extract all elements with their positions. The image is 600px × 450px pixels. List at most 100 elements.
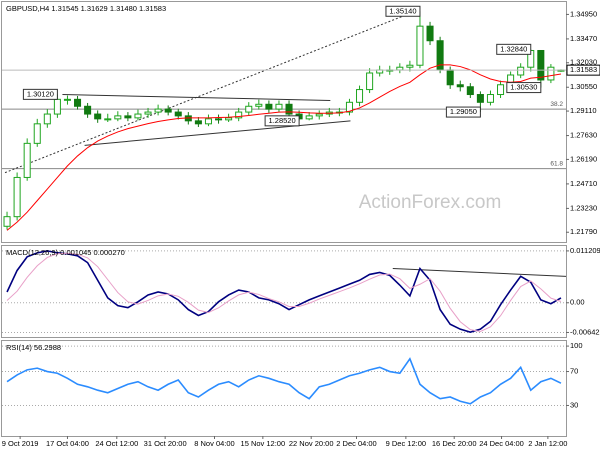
price-label: 1.30530 xyxy=(510,83,537,92)
indicator-line xyxy=(6,357,562,405)
last-price-label: 1.31583 xyxy=(570,65,597,74)
price-label: 1.32840 xyxy=(500,44,527,53)
candle-body xyxy=(466,86,474,96)
price-label-box xyxy=(506,82,542,94)
x-tick-label: 9 Oct 2019 xyxy=(2,439,39,448)
candle-body xyxy=(215,118,223,121)
y-tick-label: 1.27630 xyxy=(570,131,597,140)
candle-body xyxy=(114,115,122,120)
candle-body xyxy=(547,66,555,81)
candle-body xyxy=(63,98,71,101)
candle-body xyxy=(74,98,82,107)
x-tick-label: 16 Dec 20:00 xyxy=(432,439,477,448)
y-tick-label: 0.00 xyxy=(570,298,585,307)
y-tick-label: 0.011209 xyxy=(570,246,600,255)
rsi-panel-frame xyxy=(1,340,567,437)
candle-body xyxy=(446,69,454,86)
candle-body xyxy=(537,49,545,81)
watermark: ActionForex.com xyxy=(359,192,502,213)
candle-body xyxy=(265,103,273,110)
candle-body xyxy=(245,105,253,113)
price-label-box xyxy=(22,88,58,100)
y-tick-label: 1.32030 xyxy=(570,58,597,67)
indicator-line xyxy=(6,250,562,333)
x-tick-label: 17 Oct 04:00 xyxy=(46,439,89,448)
candle-body xyxy=(53,98,61,115)
candle-body xyxy=(396,66,404,71)
candle-body xyxy=(305,115,313,120)
y-tick-label: 30 xyxy=(570,400,578,409)
price-label-box xyxy=(264,115,300,127)
candle-body xyxy=(84,105,92,115)
x-tick-label: 24 Dec 04:00 xyxy=(479,439,524,448)
candle-body xyxy=(406,64,414,68)
y-tick-label: 1.26190 xyxy=(570,154,597,163)
candle-body xyxy=(255,103,263,107)
price-label-box xyxy=(496,43,532,55)
candle-body xyxy=(486,94,494,103)
price-label: 1.30120 xyxy=(27,89,54,98)
y-tick-label: 1.23230 xyxy=(570,203,597,212)
last-price-box xyxy=(566,64,600,76)
trend-line xyxy=(4,10,416,174)
candle-body xyxy=(174,111,182,117)
candle-body xyxy=(13,176,21,218)
price-label: 1.29050 xyxy=(450,107,477,116)
price-label-box xyxy=(445,106,481,118)
trend-line xyxy=(84,120,351,146)
candle-body xyxy=(144,111,152,115)
y-tick-label: 1.33470 xyxy=(570,34,597,43)
x-tick-label: 9 Dec 12:00 xyxy=(386,439,426,448)
candle-body xyxy=(104,118,112,121)
candle-body xyxy=(23,142,31,178)
candle-body xyxy=(33,123,41,144)
panel-title: GBPUSD,H4 1.31545 1.31629 1.31480 1.3158… xyxy=(6,4,166,13)
x-tick-label: 22 Nov 20:00 xyxy=(289,439,334,448)
price-label-box xyxy=(385,5,421,17)
y-tick-label: 70 xyxy=(570,367,578,376)
indicator-line xyxy=(6,252,562,332)
y-tick-label: 1.34950 xyxy=(570,9,597,18)
candle-body xyxy=(517,66,525,76)
macd-panel-frame xyxy=(1,245,567,338)
y-tick-label: 1.21790 xyxy=(570,227,597,236)
candle-body xyxy=(235,111,243,119)
candle-body xyxy=(134,113,142,119)
candle-body xyxy=(476,94,484,103)
candle-body xyxy=(164,108,172,113)
candle-body xyxy=(497,84,505,96)
candle-body xyxy=(366,72,374,91)
candle-body xyxy=(356,89,364,103)
y-tick-label: 1.24710 xyxy=(570,179,597,188)
candle-body xyxy=(416,25,424,66)
x-tick-label: 15 Nov 12:00 xyxy=(241,439,286,448)
x-tick-label: 8 Nov 04:00 xyxy=(194,439,234,448)
candle-body xyxy=(3,216,11,227)
y-tick-label: 100 xyxy=(570,341,583,350)
candle-body xyxy=(345,101,353,113)
candle-body xyxy=(124,115,132,119)
candle-body xyxy=(426,25,434,42)
price-label: 1.28520 xyxy=(269,116,296,125)
candle-body xyxy=(456,84,464,88)
price-panel-frame xyxy=(1,1,567,243)
candle-body xyxy=(285,103,293,115)
trend-line xyxy=(62,94,331,101)
fib-label: 38.2 xyxy=(550,101,563,108)
candle-body xyxy=(275,103,283,110)
y-tick-label: 1.29110 xyxy=(570,106,597,115)
x-tick-label: 2 Dec 04:00 xyxy=(336,439,376,448)
candle-body xyxy=(225,117,233,121)
x-tick-label: 24 Oct 12:00 xyxy=(95,439,138,448)
moving-average xyxy=(6,64,562,231)
candle-body xyxy=(204,118,212,125)
y-tick-label: 1.30550 xyxy=(570,82,597,91)
y-tick-label: -0.00642 xyxy=(570,327,600,336)
price-label: 1.35140 xyxy=(389,6,416,15)
candle-body xyxy=(315,113,323,117)
panel-title: MACD(12,26,9) 0.001045 0.000270 xyxy=(6,248,125,257)
candle-body xyxy=(94,113,102,120)
candle-body xyxy=(154,108,162,113)
